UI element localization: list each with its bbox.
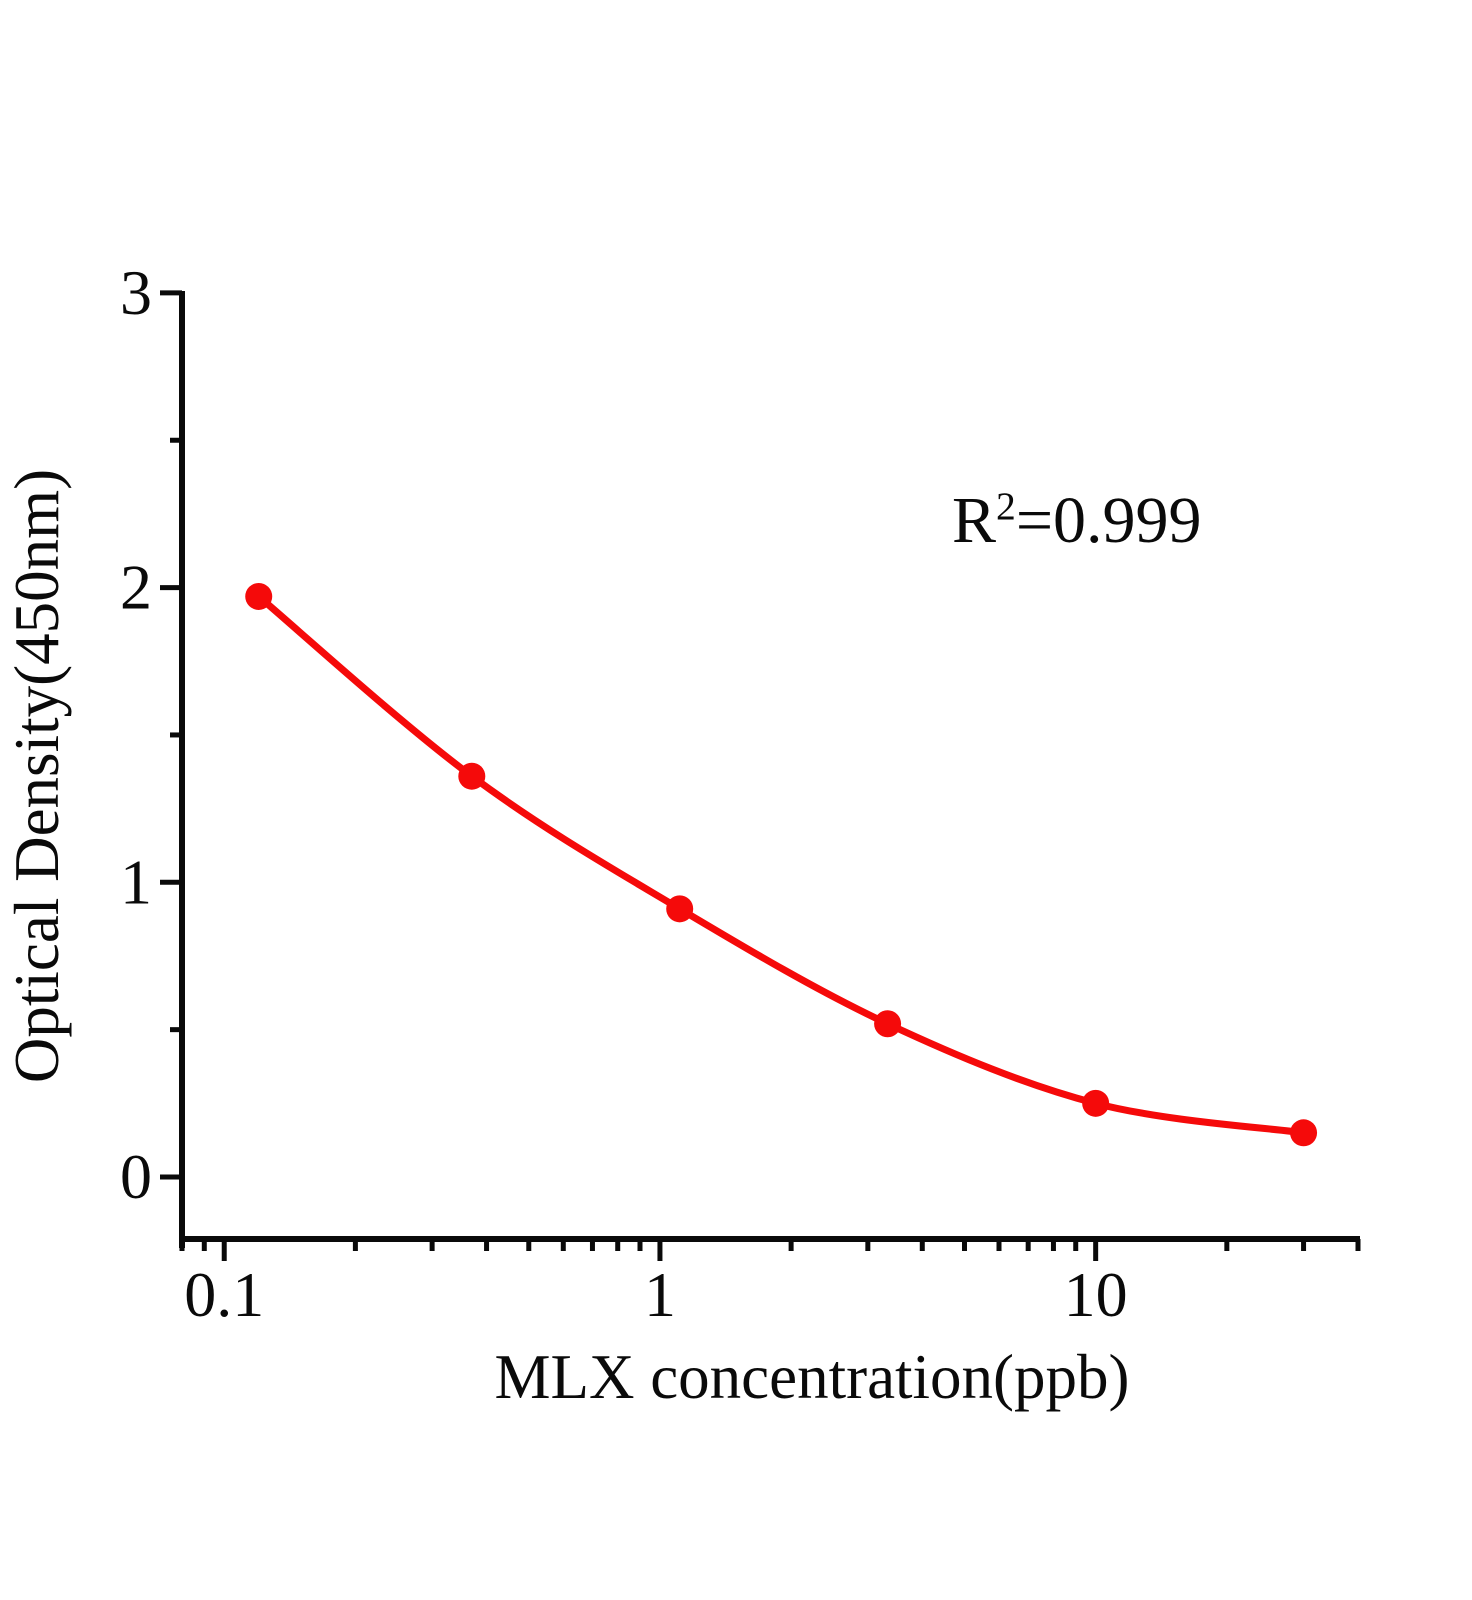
r-squared-exponent: 2: [996, 484, 1016, 528]
x-tick-label: 0.1: [184, 1259, 264, 1330]
data-point: [1290, 1119, 1318, 1147]
fit-curve: [255, 592, 1308, 1137]
y-tick-label: 1: [120, 846, 152, 917]
r-squared-base: R: [952, 484, 997, 557]
x-tick-label: 1: [644, 1259, 676, 1330]
x-tick-label: 10: [1064, 1259, 1128, 1330]
data-point: [666, 895, 694, 923]
y-tick-label: 3: [120, 257, 152, 328]
y-tick-label: 0: [120, 1141, 152, 1212]
data-point: [874, 1010, 902, 1038]
y-axis-title: Optical Density(450nm): [2, 468, 72, 1084]
r-squared-annotation: R2=0.999: [952, 486, 1202, 554]
y-tick-label: 2: [120, 552, 152, 623]
r-squared-value: =0.999: [1015, 484, 1202, 557]
data-point: [458, 762, 486, 790]
x-axis-title: MLX concentration(ppb): [494, 1342, 1130, 1412]
data-point: [1082, 1089, 1110, 1117]
data-point: [245, 582, 273, 610]
